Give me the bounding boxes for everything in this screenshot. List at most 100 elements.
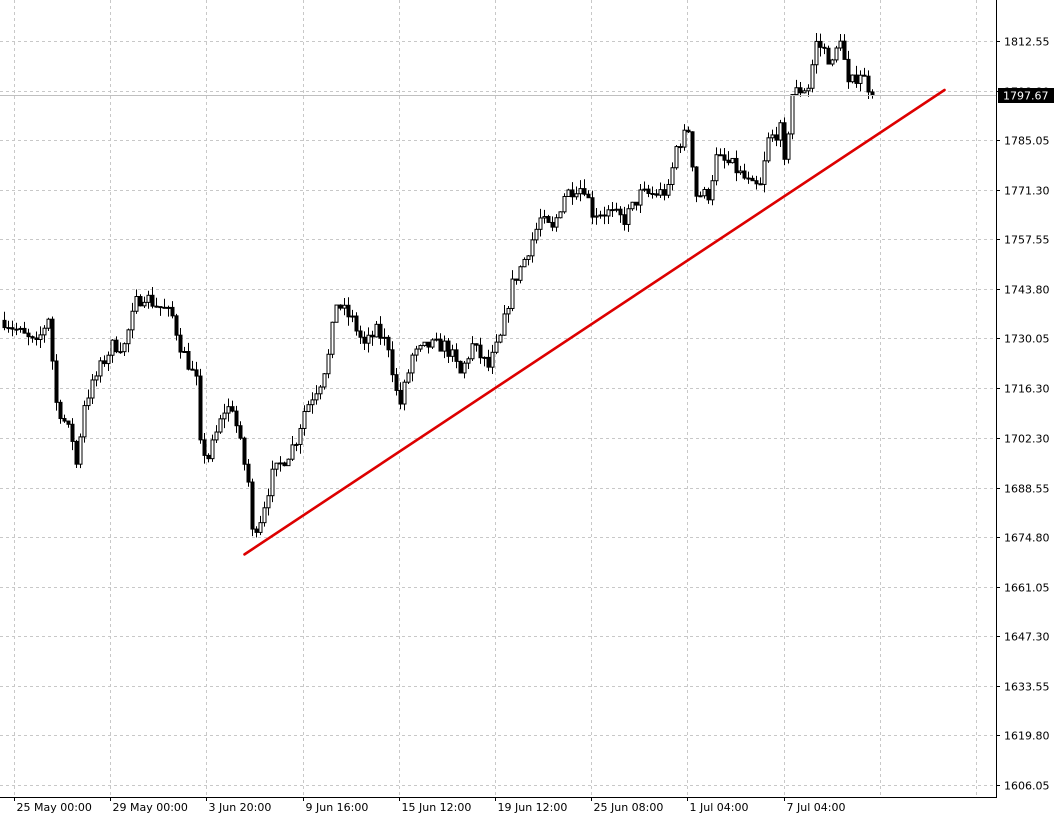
candle-body xyxy=(202,439,207,456)
candle-body xyxy=(830,59,835,65)
candle-body xyxy=(398,389,403,405)
candle-body xyxy=(470,343,475,360)
candle-body xyxy=(58,401,63,420)
candle-body xyxy=(66,420,71,425)
candle-body xyxy=(298,427,303,445)
candle-body xyxy=(790,94,795,135)
y-tick-label: 1743.80 xyxy=(1004,284,1050,297)
candle-body xyxy=(586,193,591,199)
candle-body xyxy=(234,410,239,427)
candle-body xyxy=(366,334,371,344)
candle-body xyxy=(302,410,307,429)
x-axis-labels: 25 May 00:00 29 May 00:00 3 Jun 20:00 9 Jun… xyxy=(14,797,845,814)
candle-body xyxy=(482,356,487,359)
candle-body xyxy=(842,40,847,60)
candle-body xyxy=(578,188,583,195)
candle-body xyxy=(318,386,323,395)
candle-body xyxy=(426,341,431,348)
candle-body xyxy=(854,74,859,84)
candle-body xyxy=(6,327,11,330)
candle-body xyxy=(266,495,271,509)
candle-body xyxy=(310,399,315,406)
candle-body xyxy=(350,315,355,318)
candle-body xyxy=(850,74,855,83)
candle-body xyxy=(130,310,135,331)
candle-body xyxy=(674,146,679,169)
y-tick-label: 1606.05 xyxy=(1004,780,1050,793)
candle-body xyxy=(690,131,695,168)
candle-body xyxy=(410,354,415,374)
candle-body xyxy=(238,425,243,439)
candle-body xyxy=(706,188,711,201)
candle-body xyxy=(658,189,663,196)
y-tick-label: 1785.05 xyxy=(1004,135,1050,148)
candle-body xyxy=(794,87,799,96)
x-tick-label: 25 May 00:00 xyxy=(17,801,92,814)
candle-body xyxy=(22,327,27,334)
candle-body xyxy=(550,221,555,228)
candle-body xyxy=(774,134,779,141)
candle-body xyxy=(186,350,191,370)
candle-body xyxy=(446,340,451,357)
candle-body xyxy=(322,373,327,388)
candle-body xyxy=(486,356,491,368)
candle-body xyxy=(226,406,231,414)
current-price-label: 1797.67 xyxy=(1003,90,1049,103)
candle-body xyxy=(394,374,399,391)
candle-body xyxy=(86,397,91,407)
candle-body xyxy=(286,458,291,467)
candle-body xyxy=(858,74,863,84)
candle-body xyxy=(762,160,767,185)
candle-body xyxy=(46,318,51,329)
candle-body xyxy=(662,189,667,196)
candle-body xyxy=(466,358,471,364)
candle-body xyxy=(618,208,623,216)
candle-body xyxy=(358,330,363,338)
x-tick-label: 3 Jun 20:00 xyxy=(209,801,272,814)
y-tick-label: 1702.30 xyxy=(1004,433,1050,446)
candle-body xyxy=(326,353,331,375)
candle-body xyxy=(194,369,199,377)
candle-body xyxy=(166,306,171,309)
candle-body xyxy=(18,327,23,330)
candle-body xyxy=(770,134,775,139)
candle-body xyxy=(474,343,479,346)
candle-body xyxy=(2,319,7,329)
candle-body xyxy=(150,294,155,307)
candle-body xyxy=(570,189,575,198)
y-tick-label: 1730.05 xyxy=(1004,333,1050,346)
candle-body xyxy=(74,440,79,465)
candle-body xyxy=(838,40,843,49)
candle-body xyxy=(566,189,571,197)
candle-body xyxy=(766,137,771,162)
candle-body xyxy=(430,339,435,348)
candle-body xyxy=(270,468,275,497)
candle-body xyxy=(182,350,187,353)
candle-body xyxy=(254,528,259,533)
candle-body xyxy=(126,329,131,345)
candle-body xyxy=(282,462,287,467)
y-tick-label: 1633.55 xyxy=(1004,681,1050,694)
candle-body xyxy=(26,332,31,338)
y-tick-label: 1647.30 xyxy=(1004,631,1050,644)
candle-body xyxy=(818,40,823,48)
y-tick-label: 1716.30 xyxy=(1004,383,1050,396)
trendline xyxy=(243,88,946,556)
current-price-tag: 1797.67 xyxy=(998,88,1054,103)
candle-body xyxy=(246,463,251,483)
candle-body xyxy=(354,315,359,332)
candle-body xyxy=(534,228,539,241)
candle-body xyxy=(70,423,75,442)
candle-body xyxy=(206,454,211,460)
candle-body xyxy=(834,47,839,61)
x-tick-label: 19 Jun 12:00 xyxy=(498,801,568,814)
candle-body xyxy=(454,349,459,362)
candle-body xyxy=(214,431,219,441)
candle-body xyxy=(590,197,595,218)
candle-body xyxy=(722,154,727,161)
candle-body xyxy=(462,362,467,374)
candle-body xyxy=(278,462,283,465)
candle-body xyxy=(718,154,723,157)
candle-body xyxy=(870,91,875,96)
